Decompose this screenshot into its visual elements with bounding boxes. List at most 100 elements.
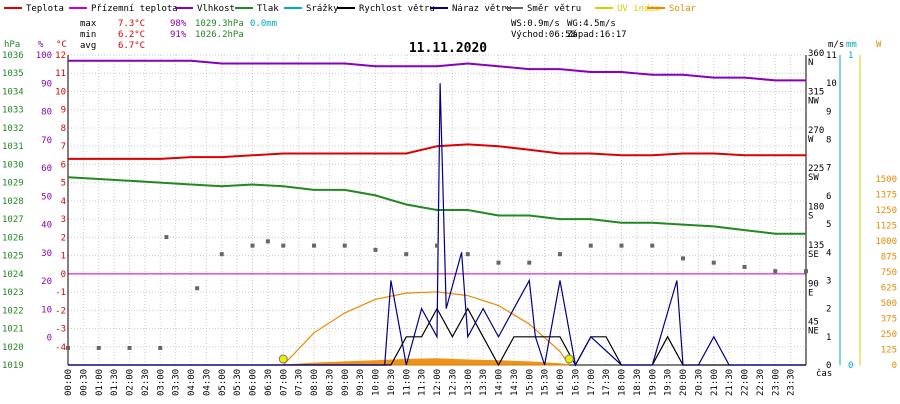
y-tick-pressure: 1020 <box>2 343 24 353</box>
x-tick-label: 19:30 <box>664 369 674 396</box>
y-tick-solar: 1000 <box>875 237 897 247</box>
x-tick-label: 09:00 <box>341 369 351 396</box>
x-tick-label: 20:30 <box>694 369 704 396</box>
direction-point <box>195 286 200 291</box>
y-tick-wind: 3 <box>826 276 831 286</box>
y-axis-unit: m/s <box>828 40 844 50</box>
stat-min-hum: 91% <box>170 30 187 40</box>
direction-point <box>619 243 624 248</box>
direction-point <box>496 260 501 265</box>
y-tick-direction-deg: 270 <box>808 126 824 136</box>
y-tick-direction-name: E <box>808 288 813 298</box>
x-tick-label: 08:30 <box>325 369 335 396</box>
y-tick-wind: 11 <box>826 51 837 61</box>
stat-label: min <box>80 30 96 40</box>
y-tick-humidity: 80 <box>41 108 52 118</box>
x-tick-label: 13:00 <box>464 369 474 396</box>
direction-point <box>527 260 532 265</box>
stat-min-press: 1026.2hPa <box>195 30 244 40</box>
x-tick-label: 21:30 <box>725 369 735 396</box>
y-tick-direction-deg: 225 <box>808 164 824 174</box>
legend-item-label: Solar <box>669 4 697 14</box>
y-tick-pressure: 1028 <box>2 197 24 207</box>
stat-avg-temp: 6.7°C <box>118 41 145 51</box>
y-tick-pressure: 1027 <box>2 215 24 225</box>
direction-point <box>250 243 255 248</box>
x-tick-label: 11:00 <box>402 369 412 396</box>
stat-rain: 0.0mm <box>250 19 277 29</box>
legend-item-label: Tlak <box>257 4 279 14</box>
x-tick-label: 05:30 <box>233 369 243 396</box>
y-tick-pressure: 1034 <box>2 87 24 97</box>
y-tick-pressure: 1025 <box>2 252 24 262</box>
y-tick-direction-name: NW <box>808 96 819 106</box>
y-tick-direction-deg: 315 <box>808 87 824 97</box>
x-tick-label: 06:00 <box>249 369 259 396</box>
series-1 <box>68 59 806 82</box>
x-tick-label: 13:30 <box>479 369 489 396</box>
y-tick-direction-deg: 360 <box>808 49 824 59</box>
y-tick-direction-name: SE <box>808 250 819 260</box>
series-wind-direction <box>66 235 808 350</box>
y-tick-temperature: 1 <box>61 252 66 262</box>
y-tick-temperature: -1 <box>55 288 66 298</box>
direction-point <box>711 260 716 265</box>
x-tick-label: 18:30 <box>633 369 643 396</box>
y-tick-direction-deg: 45 <box>808 318 819 328</box>
x-tick-label: 00:00 <box>64 369 74 396</box>
stat-sunset: Západ:16:17 <box>567 30 627 40</box>
chart-title: 11.11.2020 <box>409 41 487 56</box>
y-tick-rain: 1 <box>848 51 853 61</box>
y-axis-unit: W <box>876 40 882 50</box>
stat-max-press: 1029.3hPa <box>195 19 244 29</box>
y-tick-temperature: 0 <box>61 270 66 280</box>
y-tick-pressure: 1026 <box>2 233 24 243</box>
x-tick-label: 14:30 <box>510 369 520 396</box>
y-tick-temperature: 4 <box>61 197 66 207</box>
stat-label: avg <box>80 41 96 51</box>
x-tick-label: 17:30 <box>602 369 612 396</box>
direction-point <box>773 269 778 274</box>
legend-item-label: UV index <box>617 4 661 14</box>
direction-point <box>219 252 224 257</box>
x-tick-label: 12:00 <box>433 369 443 396</box>
sunset-marker <box>564 354 574 364</box>
x-tick-label: 07:30 <box>295 369 305 396</box>
y-tick-temperature: 12 <box>55 51 66 61</box>
stat-max-hum: 98% <box>170 19 187 29</box>
y-tick-solar: 1125 <box>875 222 897 232</box>
y-tick-solar: 625 <box>881 284 897 294</box>
y-tick-temperature: -4 <box>55 343 66 353</box>
x-tick-label: 10:00 <box>372 369 382 396</box>
direction-point <box>404 252 409 257</box>
y-tick-pressure: 1029 <box>2 179 24 189</box>
x-tick-label: 14:00 <box>495 369 505 396</box>
y-tick-rain: 0 <box>848 361 853 371</box>
y-tick-wind: 5 <box>826 220 831 230</box>
y-tick-humidity: 60 <box>41 164 52 174</box>
direction-point <box>588 243 593 248</box>
legend-item-label: Přízemní teplota <box>91 4 178 14</box>
direction-point <box>265 239 270 244</box>
y-tick-temperature: 8 <box>61 124 66 134</box>
x-tick-label: 02:30 <box>141 369 151 396</box>
y-tick-direction-deg: 135 <box>808 241 824 251</box>
y-tick-temperature: 7 <box>61 142 66 152</box>
x-tick-label: 15:00 <box>525 369 535 396</box>
series-2 <box>67 176 806 235</box>
y-tick-humidity: 30 <box>41 249 52 259</box>
direction-point <box>127 345 132 350</box>
y-tick-humidity: 10 <box>41 305 52 315</box>
x-tick-label: 16:30 <box>571 369 581 396</box>
y-tick-wind: 8 <box>826 136 831 146</box>
y-tick-direction-deg: 180 <box>808 203 824 213</box>
x-tick-label: 18:00 <box>618 369 628 396</box>
y-tick-solar: 1375 <box>875 191 897 201</box>
x-tick-label: 22:00 <box>741 369 751 396</box>
direction-point <box>373 247 378 252</box>
series-6 <box>68 83 806 367</box>
x-tick-label: 03:30 <box>172 369 182 396</box>
y-tick-temperature: 3 <box>61 215 66 225</box>
y-tick-solar: 750 <box>881 268 897 278</box>
